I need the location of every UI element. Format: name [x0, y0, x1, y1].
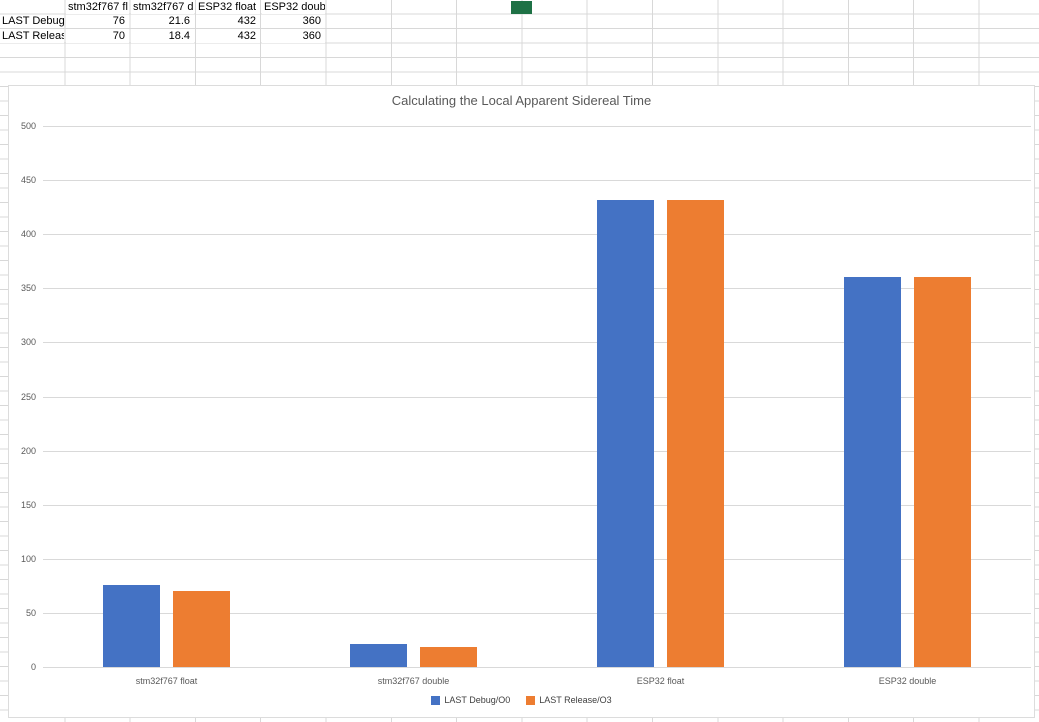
- cell-D3[interactable]: 432: [196, 29, 260, 43]
- selected-cell[interactable]: [511, 0, 532, 14]
- chart-gridline: [43, 126, 1031, 127]
- bar-last-debug-o0-stm32f767-double: [350, 643, 407, 667]
- bar-last-debug-o0-stm32f767-float: [103, 584, 160, 667]
- plot-area: 0 50 100 150 200 250 300 350 400 450 500 stm32f767 …: [21, 121, 1031, 686]
- chart-gridline: [43, 180, 1031, 182]
- bar-last-release-o3-esp32-float: [667, 199, 724, 667]
- cell-C2[interactable]: 21.6: [131, 15, 194, 28]
- chart-gridline: [43, 234, 1031, 236]
- cell-B1[interactable]: stm32f767 fl: [66, 0, 129, 14]
- chart-gridline: [43, 504, 1031, 506]
- legend-label-series1: LAST Debug/O0: [444, 695, 511, 705]
- chart-gridline: [43, 558, 1031, 560]
- y-axis-tick-label: 300: [20, 337, 36, 348]
- x-axis-category-label: stm32f767 double: [377, 676, 450, 686]
- y-axis-tick-label: 500: [20, 121, 36, 131]
- chart-gridline: [43, 396, 1031, 398]
- x-axis-category-label: ESP32 float: [636, 676, 685, 686]
- legend-item-series2: LAST Release/O3: [526, 695, 612, 705]
- legend-swatch-blue: [431, 695, 441, 705]
- legend-label-series2: LAST Release/O3: [539, 695, 612, 705]
- chart-title: Calculating the Local Apparent Sidereal …: [391, 93, 652, 108]
- y-axis-tick-label: 350: [20, 283, 36, 294]
- chart-gridline: [43, 450, 1031, 452]
- x-axis-category-label: stm32f767 float: [135, 676, 198, 686]
- bar-last-release-o3-esp32-double: [914, 277, 971, 667]
- cell-D1[interactable]: ESP32 float: [196, 0, 260, 14]
- cell-B2[interactable]: 76: [66, 15, 129, 28]
- cell-E3[interactable]: 360: [262, 29, 325, 43]
- y-axis-tick-label: 0: [30, 662, 36, 672]
- y-axis-tick-label: 100: [20, 553, 36, 564]
- y-axis-tick-label: 250: [20, 391, 36, 402]
- y-axis-tick-label: 150: [20, 499, 36, 510]
- legend-swatch-orange: [526, 695, 536, 705]
- cell-C3[interactable]: 18.4: [131, 29, 194, 43]
- y-axis-tick-label: 400: [20, 229, 36, 240]
- chart-gridline: [43, 612, 1031, 614]
- legend-item-series1: LAST Debug/O0: [431, 695, 510, 705]
- x-axis-category-label: ESP32 double: [878, 676, 937, 686]
- bar-last-release-o3-stm32f767-float: [173, 591, 230, 667]
- chart-gridline: [43, 288, 1031, 290]
- cell-D2[interactable]: 432: [196, 15, 260, 28]
- y-axis-tick-label: 450: [20, 175, 36, 186]
- y-axis-tick-label: 50: [25, 607, 36, 618]
- chart-gridline: [43, 342, 1031, 344]
- bar-last-debug-o0-esp32-double: [844, 277, 901, 667]
- cell-E2[interactable]: 360: [262, 15, 325, 28]
- bar-last-release-o3-stm32f767-double: [420, 647, 477, 667]
- y-axis-tick-label: 200: [20, 445, 36, 456]
- bar-last-debug-o0-esp32-float: [597, 199, 654, 667]
- cell-A2[interactable]: LAST Debug/: [0, 15, 64, 28]
- cell-A3[interactable]: LAST Release: [0, 29, 64, 43]
- cell-C1[interactable]: stm32f767 d: [131, 0, 194, 14]
- chart-object[interactable]: Calculating the Local Apparent Sidereal …: [8, 85, 1035, 718]
- chart-gridline: [43, 667, 1031, 668]
- chart-legend: LAST Debug/O0 LAST Release/O3: [9, 695, 1034, 705]
- cell-E1[interactable]: ESP32 double: [262, 0, 325, 14]
- cell-B3[interactable]: 70: [66, 29, 129, 43]
